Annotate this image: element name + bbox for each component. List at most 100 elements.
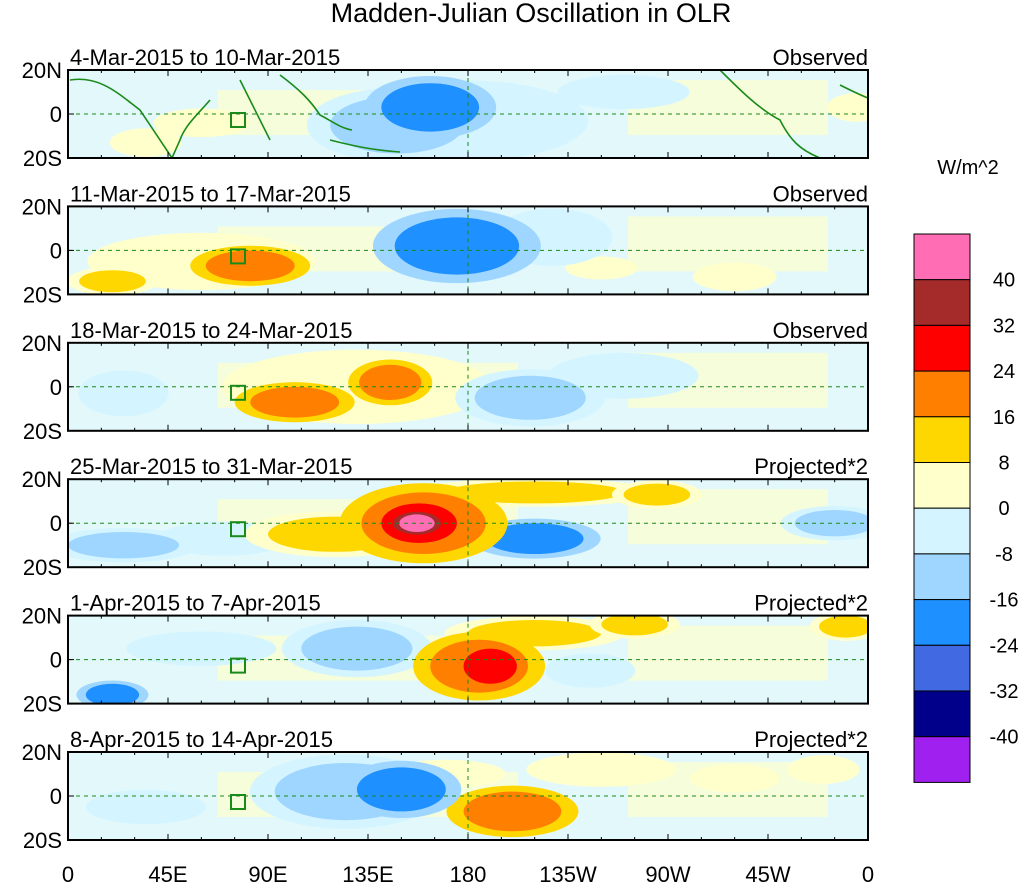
map-panel: 20N 0 20S 18-Mar-2015 to 24-Mar-2015 Observe… — [22, 318, 869, 444]
colorbar-tick-label: 8 — [998, 453, 1009, 475]
colorbar-swatch — [913, 507, 971, 555]
colorbar-swatch — [913, 233, 971, 281]
anomaly-core — [68, 532, 180, 559]
reference-box — [230, 794, 246, 810]
panels: 20N 0 20S 4-Mar-2015 to 10-Mar-2015 Observed… — [22, 45, 869, 853]
colorbar-tick-label: 16 — [993, 407, 1015, 429]
map-panel: 20N 0 20S 11-Mar-2015 to 17-Mar-2015 Observe… — [22, 181, 869, 307]
y-tick-label: 0 — [50, 375, 62, 400]
colorbar-swatch — [913, 690, 971, 738]
y-tick-label: 0 — [50, 511, 62, 536]
colorbar-swatch — [913, 553, 971, 601]
coastline — [279, 74, 353, 131]
anomaly-core — [250, 386, 340, 418]
reference-box — [230, 248, 246, 265]
x-tick-label: 135W — [539, 862, 597, 887]
colorbar-swatch — [913, 644, 971, 692]
x-tick-label: 180 — [450, 862, 487, 887]
y-tick-label: 20S — [23, 419, 62, 444]
anomaly-core — [394, 217, 520, 275]
anomaly-core — [796, 758, 851, 781]
panel-date-range: 25-Mar-2015 to 31-Mar-2015 — [70, 454, 352, 479]
anomaly-core — [119, 131, 173, 154]
anomaly-core — [301, 626, 413, 671]
anomaly-core — [545, 756, 657, 783]
coastline — [839, 84, 868, 99]
colorbar-swatch — [913, 370, 971, 418]
y-tick-label: 20S — [23, 555, 62, 580]
colorbar-tick-label: 0 — [998, 498, 1009, 520]
y-tick-label: 0 — [50, 648, 62, 673]
panel-status: Projected*2 — [754, 454, 868, 479]
x-tick-label: 45E — [148, 862, 187, 887]
colorbar-swatch — [913, 324, 971, 372]
colorbar-tick-label: -8 — [995, 544, 1013, 566]
y-tick-label: 0 — [50, 784, 62, 809]
anomaly-core — [101, 793, 191, 821]
map-panel: 20N 0 20S 8-Apr-2015 to 14-Apr-2015 Projecte… — [22, 727, 869, 853]
y-tick-label: 20S — [23, 828, 62, 853]
anomaly-core — [90, 375, 157, 411]
anomaly-core — [85, 683, 140, 704]
colorbar-swatch — [913, 279, 971, 326]
anomaly-core — [703, 265, 766, 288]
reference-box — [230, 112, 246, 128]
colorbar-tick-label: 32 — [993, 315, 1015, 337]
anomaly-core — [819, 615, 868, 638]
map-panel: 20N 0 20S 25-Mar-2015 to 31-Mar-2015 Project… — [22, 454, 869, 580]
anomaly-field — [68, 479, 868, 568]
colorbar-swatch — [913, 736, 971, 783]
panel-status: Projected*2 — [754, 591, 868, 616]
anomaly-core — [485, 523, 584, 554]
y-tick-label: 20N — [22, 58, 62, 83]
anomaly-core — [574, 259, 628, 277]
anomaly-field — [68, 70, 868, 158]
y-tick-label: 20N — [22, 194, 62, 219]
panel-date-range: 8-Apr-2015 to 14-Apr-2015 — [70, 727, 333, 752]
colorbar-swatch — [913, 416, 971, 463]
panel-date-range: 18-Mar-2015 to 24-Mar-2015 — [70, 318, 352, 343]
y-tick-label: 0 — [50, 102, 62, 127]
reference-box — [230, 521, 246, 538]
map-panel: 20N 0 20S 4-Mar-2015 to 10-Mar-2015 Observed — [22, 45, 869, 171]
y-tick-label: 20N — [22, 604, 62, 629]
anomaly-core — [556, 657, 624, 684]
y-tick-label: 20N — [22, 740, 62, 765]
anomaly-core — [79, 270, 146, 293]
anomaly-core — [474, 375, 586, 420]
anomaly-field — [68, 342, 868, 431]
anomaly-core — [623, 483, 691, 506]
panel-status: Observed — [773, 181, 868, 206]
coastline — [329, 139, 401, 153]
y-tick-label: 0 — [50, 238, 62, 263]
x-axis: 0 45E 90E 135E 180 135W 90W 45W 0 — [62, 862, 874, 887]
panel-status: Observed — [773, 45, 868, 70]
y-tick-label: 20S — [23, 282, 62, 307]
panel-date-range: 1-Apr-2015 to 7-Apr-2015 — [70, 591, 321, 616]
anomaly-core — [165, 111, 237, 134]
x-tick-label: 45W — [745, 862, 790, 887]
x-tick-label: 0 — [862, 862, 874, 887]
anomaly-core — [601, 615, 668, 636]
anomaly-core — [463, 791, 562, 832]
colorbar-tick-label: 24 — [993, 361, 1015, 383]
x-tick-label: 0 — [62, 862, 74, 887]
map-panel: 20N 0 20S 1-Apr-2015 to 7-Apr-2015 Projected… — [22, 591, 869, 717]
panel-status: Projected*2 — [754, 727, 868, 752]
anomaly-core — [356, 767, 446, 812]
anomaly-core — [205, 250, 295, 282]
x-tick-label: 135E — [342, 862, 393, 887]
colorbar-tick-label: -40 — [990, 727, 1019, 749]
anomaly-core — [381, 83, 480, 132]
panel-status: Observed — [773, 318, 868, 343]
reference-box — [230, 657, 246, 674]
coastline — [171, 99, 211, 158]
coastline — [719, 70, 821, 158]
reference-box — [230, 384, 246, 401]
colorbar-tick-label: -32 — [990, 681, 1019, 703]
anomaly-core — [445, 481, 624, 504]
colorbar-tick-label: -16 — [990, 590, 1019, 612]
colorbar-swatch — [913, 599, 971, 646]
colorbar-tick-label: -24 — [990, 635, 1019, 657]
